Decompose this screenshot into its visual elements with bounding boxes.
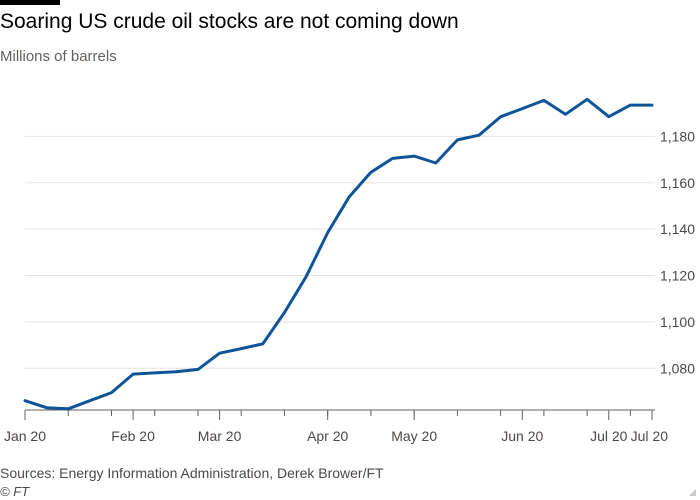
x-tick-label: Feb 20 (111, 428, 155, 444)
x-tick-label: Jul 20 (631, 428, 669, 444)
y-tick-label: 1,120 (660, 268, 695, 284)
series-line (23, 97, 654, 411)
x-tick-label: Mar 20 (198, 428, 242, 444)
gridlines (25, 135, 655, 369)
x-tick-label: Jun 20 (501, 428, 543, 444)
copyright-note: © FT (0, 484, 30, 499)
chart-title: Soaring US crude oil stocks are not comi… (0, 10, 459, 33)
x-axis: Jan 20 Feb 20 Mar 20 Apr 20 May 20 Jun 20 Jul … (4, 409, 669, 444)
y-tick-label: 1,080 (660, 360, 695, 376)
series-layer (23, 97, 654, 411)
chart-subtitle: Millions of barrels (0, 48, 117, 65)
source-note: Sources: Energy Information Administrati… (0, 465, 384, 481)
corner-resize-icon (689, 489, 696, 496)
x-tick-label: Jul 20 (590, 428, 628, 444)
y-tick-label: 1,100 (660, 314, 695, 330)
x-tick-label: Jan 20 (4, 428, 46, 444)
x-tick-label: Apr 20 (307, 428, 348, 444)
y-tick-label: 1,180 (660, 128, 695, 144)
y-tick-label: 1,140 (660, 221, 695, 237)
header-accent-bar (0, 0, 60, 5)
x-tick-label: May 20 (391, 428, 437, 444)
y-tick-label: 1,160 (660, 175, 695, 191)
y-axis: 1,080 1,100 1,120 1,140 1,160 1,180 (660, 128, 695, 376)
